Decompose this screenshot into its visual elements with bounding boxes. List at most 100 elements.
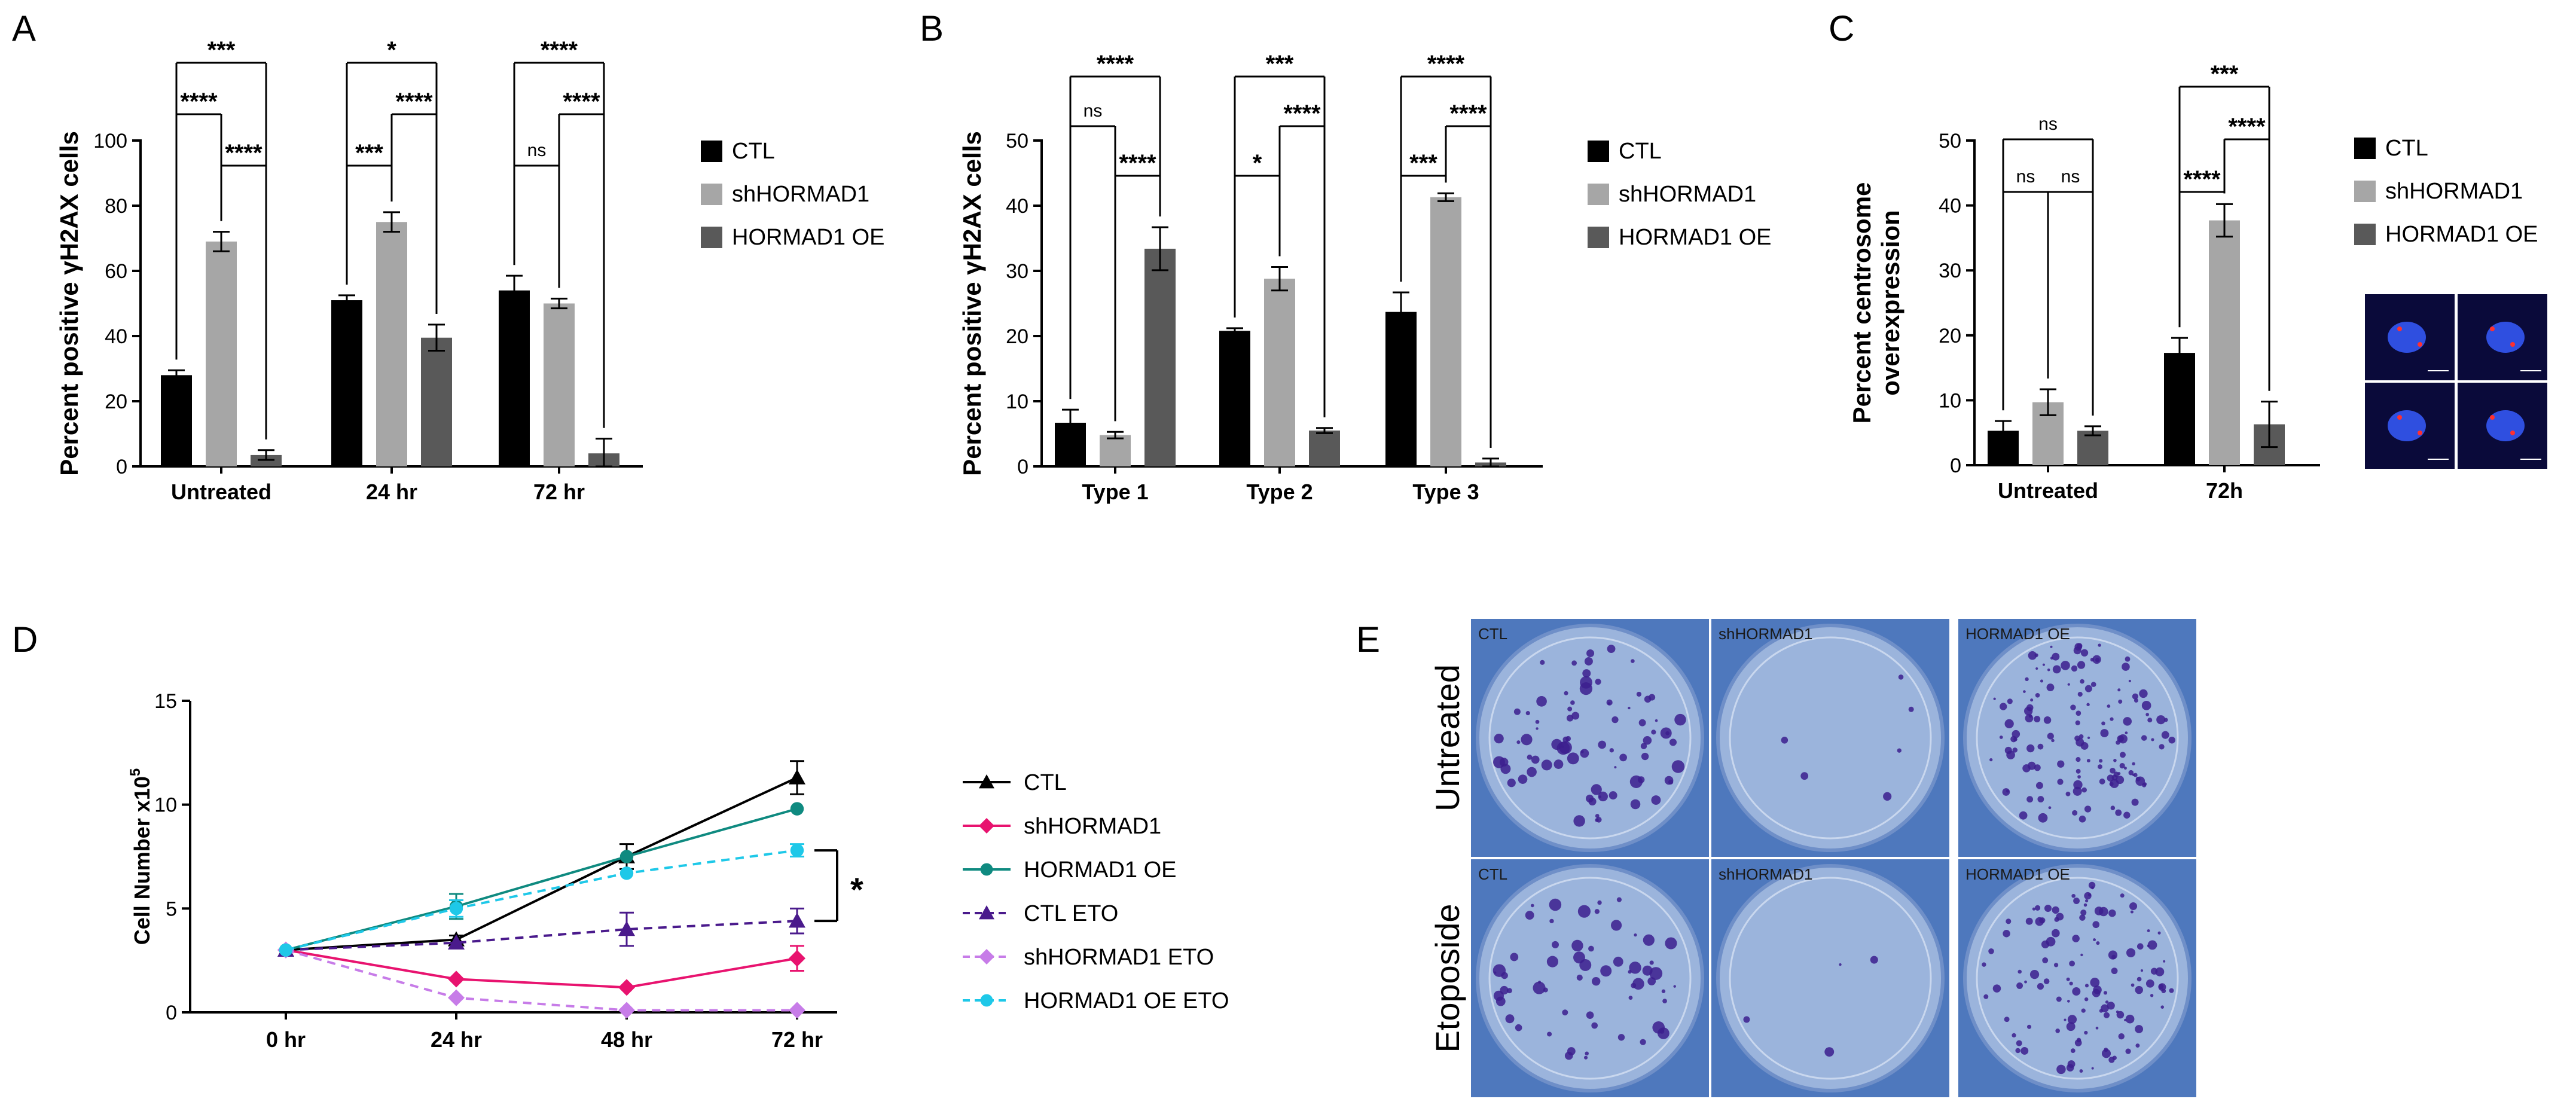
legend-label: HORMAD1 OE	[2385, 222, 2538, 247]
colony	[1637, 776, 1645, 783]
colony	[1655, 719, 1658, 722]
colony	[2099, 759, 2103, 763]
colony	[2132, 693, 2138, 700]
series-line	[285, 948, 798, 989]
legend-swatch	[2354, 224, 2376, 245]
plate-label: HORMAD1 OE	[1965, 865, 2070, 883]
plate: HORMAD1 OE	[1958, 859, 2196, 1097]
significance-bracket: ***	[2178, 61, 2270, 391]
colony	[2066, 977, 2070, 981]
legend-swatch	[701, 141, 722, 162]
significance-label: ****	[395, 88, 433, 115]
colony	[2111, 954, 2116, 960]
colony	[1647, 977, 1656, 985]
colony	[1743, 1016, 1750, 1023]
bar	[1100, 435, 1131, 466]
colony	[2103, 991, 2108, 995]
data-point	[618, 979, 635, 996]
colony	[1570, 700, 1575, 705]
colony	[1577, 905, 1591, 918]
colony	[1613, 956, 1623, 967]
colony	[1649, 960, 1654, 965]
colony	[2067, 1015, 2077, 1024]
colony	[2084, 685, 2092, 692]
colony	[1571, 712, 1580, 720]
colony	[2016, 982, 2023, 989]
significance-label: ****	[541, 37, 578, 63]
colony	[2099, 779, 2105, 785]
colony	[1665, 937, 1677, 950]
colony	[2128, 679, 2131, 683]
colony	[1598, 791, 1608, 802]
bar	[1219, 331, 1250, 466]
colony	[2135, 776, 2145, 786]
colony	[2076, 768, 2081, 774]
colony	[2012, 747, 2018, 753]
colony	[1585, 1051, 1589, 1056]
colony	[2141, 735, 2147, 741]
row-label: Untreated	[1429, 664, 1466, 811]
colony	[1665, 731, 1670, 735]
colony	[1897, 748, 1902, 753]
colony	[2029, 969, 2040, 979]
colony	[1669, 738, 1677, 746]
colony	[2125, 731, 2128, 734]
colony	[2072, 810, 2078, 816]
colony	[2056, 996, 2062, 1002]
series-line	[285, 920, 798, 951]
y-tick-label: 20	[105, 390, 127, 413]
colony	[2101, 1049, 2111, 1058]
colony	[2046, 936, 2056, 947]
colony	[2086, 703, 2090, 706]
colony	[1619, 753, 1627, 762]
colony	[2020, 1046, 2029, 1055]
colony	[1607, 645, 1616, 654]
colony	[2091, 1067, 2094, 1070]
colony	[1999, 735, 2003, 739]
colony	[2159, 744, 2165, 750]
colony	[2093, 985, 2102, 994]
bar	[206, 241, 237, 466]
panel-letter-c: C	[1829, 8, 1854, 48]
colony	[1610, 920, 1622, 931]
colony	[2071, 893, 2076, 898]
colony	[2066, 1064, 2074, 1072]
legend-item: HORMAD1 OE	[963, 857, 1176, 883]
colony	[2052, 652, 2060, 661]
colony	[1611, 716, 1619, 724]
legend-label: CTL	[1619, 139, 1662, 164]
colony	[2118, 734, 2128, 744]
colony	[2092, 655, 2101, 664]
colony	[2047, 668, 2050, 672]
colony	[2078, 815, 2086, 823]
colony	[2051, 929, 2060, 938]
colony	[2024, 980, 2027, 984]
colony	[1658, 1027, 1669, 1039]
significance-label: ns	[2061, 167, 2080, 187]
colony	[2034, 764, 2041, 771]
colony	[2055, 1028, 2060, 1033]
significance-label: ****	[1449, 100, 1487, 127]
colony	[2090, 886, 2094, 890]
colony	[1536, 696, 1547, 707]
colony	[2076, 1037, 2081, 1043]
colony	[2135, 1025, 2144, 1033]
colony	[2107, 1002, 2115, 1010]
colony	[1609, 748, 1614, 753]
y-axis-title: Percent positive γH2AX cells	[958, 131, 986, 476]
colony	[2090, 978, 2100, 987]
significance-label: ***	[355, 140, 383, 166]
colony	[2015, 1048, 2020, 1054]
legend-label: HORMAD1 OE	[1619, 225, 1771, 250]
colony	[2019, 811, 2028, 820]
y-tick-label: 50	[1006, 130, 1028, 152]
colony	[2046, 683, 2055, 692]
colony	[1643, 934, 1655, 946]
significance-bracket: ****	[1069, 51, 1161, 399]
colony	[2071, 665, 2078, 672]
data-point	[789, 1002, 805, 1019]
significance-label: ns	[1083, 101, 1103, 121]
colony	[1781, 737, 1788, 744]
colony	[1662, 999, 1667, 1004]
colony	[2072, 935, 2080, 942]
